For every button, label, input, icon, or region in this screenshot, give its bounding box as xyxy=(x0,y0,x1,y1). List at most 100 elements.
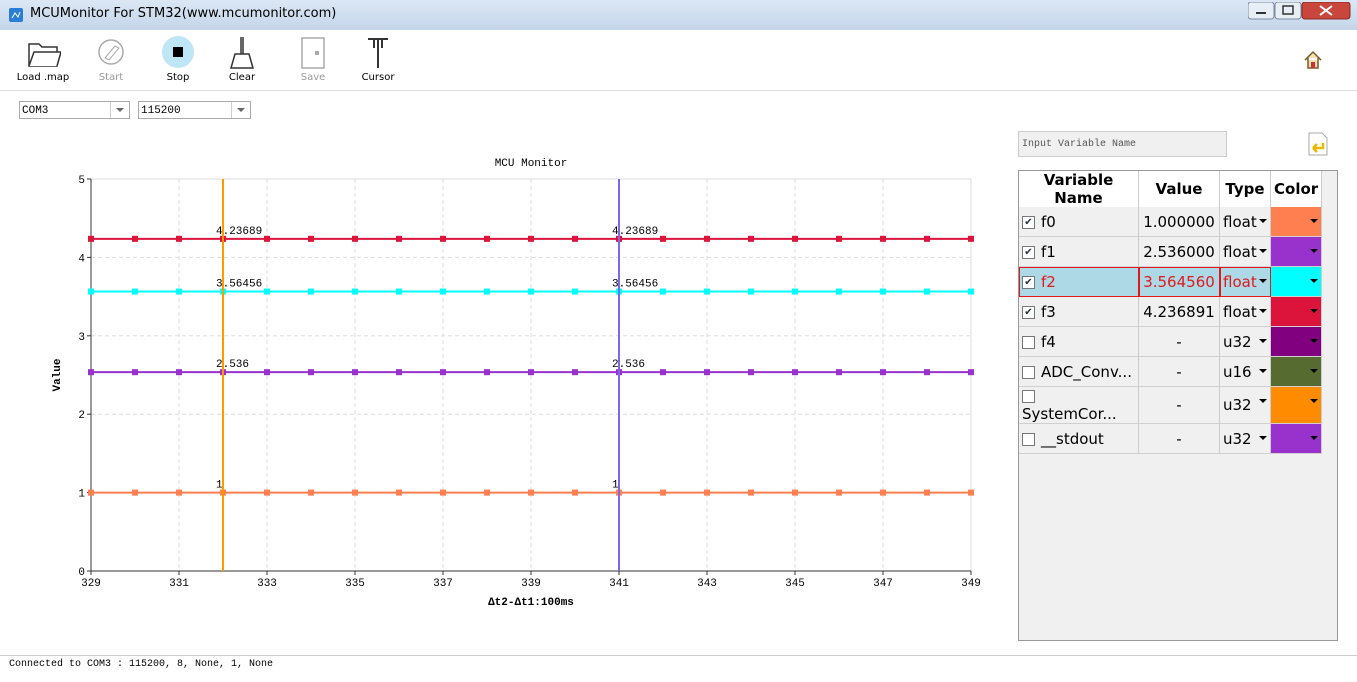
data-point xyxy=(396,288,402,295)
checkbox[interactable] xyxy=(1022,335,1035,349)
data-point xyxy=(748,288,754,295)
type-cell[interactable]: u16 xyxy=(1219,356,1271,387)
column-header: Color xyxy=(1270,171,1323,207)
type-cell[interactable]: u32 xyxy=(1219,326,1271,357)
variable-row[interactable]: ✔ f2 3.564560 float xyxy=(1019,266,1323,297)
name-cell: ✔ f1 xyxy=(1019,236,1139,267)
variable-row[interactable]: ✔ f1 2.536000 float xyxy=(1019,236,1323,267)
variable-name: f0 xyxy=(1041,212,1056,231)
port-combo[interactable]: COM3 xyxy=(19,101,130,119)
x-tick-label: 347 xyxy=(873,578,893,590)
data-point xyxy=(748,489,754,496)
color-cell[interactable] xyxy=(1270,296,1323,327)
data-point xyxy=(792,489,798,496)
y-tick-label: 0 xyxy=(78,567,85,579)
variable-name: f1 xyxy=(1041,242,1056,261)
data-point xyxy=(880,489,886,496)
x-tick-label: 341 xyxy=(609,578,629,590)
name-cell: ✔ f3 xyxy=(1019,296,1139,327)
variable-row[interactable]: ADC_Conv... - u16 xyxy=(1019,356,1323,387)
window-controls[interactable] xyxy=(1248,2,1352,20)
color-cell[interactable] xyxy=(1270,207,1323,237)
toolbar-button[interactable]: Start xyxy=(81,30,141,83)
button-icon xyxy=(230,37,254,69)
color-cell[interactable] xyxy=(1270,386,1323,424)
cursor-value-label: 2.536 xyxy=(612,359,645,371)
data-point xyxy=(836,288,842,295)
status-bar: Connected to COM3 : 115200, 8, None, 1, … xyxy=(0,655,1357,677)
baud-combo[interactable]: 115200 xyxy=(138,101,251,119)
checkbox[interactable]: ✔ xyxy=(1022,245,1035,259)
color-cell[interactable] xyxy=(1270,326,1323,357)
type-cell[interactable]: float xyxy=(1219,296,1271,327)
data-point xyxy=(440,489,446,496)
data-point xyxy=(484,489,490,496)
value-cell: 3.564560 xyxy=(1138,266,1220,297)
name-cell: ✔ f0 xyxy=(1019,207,1139,237)
data-point xyxy=(132,288,138,295)
y-tick-label: 1 xyxy=(78,489,85,501)
home-button[interactable] xyxy=(1303,50,1323,70)
search-input[interactable]: Input Variable Name xyxy=(1018,131,1227,157)
baud-value: 115200 xyxy=(141,105,181,117)
checkbox[interactable] xyxy=(1022,432,1035,446)
data-point xyxy=(88,489,94,496)
variable-table: Variable Name Value Type Color ✔ f0 1.000000 fl… xyxy=(1019,171,1323,454)
x-tick-label: 331 xyxy=(169,578,189,590)
type-cell[interactable]: float xyxy=(1219,236,1271,267)
type-cell[interactable]: float xyxy=(1219,266,1271,297)
data-point xyxy=(132,235,138,242)
variable-row[interactable]: f4 - u32 xyxy=(1019,326,1323,357)
column-header: Variable Name xyxy=(1019,171,1139,207)
toolbar-button[interactable]: Save xyxy=(283,30,343,83)
color-cell[interactable] xyxy=(1270,266,1323,297)
data-point xyxy=(396,489,402,496)
x-tick-label: 349 xyxy=(961,578,981,590)
button-icon xyxy=(368,38,388,68)
name-cell: f4 xyxy=(1019,326,1139,357)
button-icon xyxy=(301,37,325,69)
data-point xyxy=(308,235,314,242)
variable-row[interactable]: ✔ f0 1.000000 float xyxy=(1019,207,1323,237)
type-cell[interactable]: u32 xyxy=(1219,423,1271,454)
toolbar-button[interactable]: Load .map xyxy=(13,30,73,83)
data-point xyxy=(572,288,578,295)
type-cell[interactable]: u32 xyxy=(1219,386,1271,424)
data-point xyxy=(836,369,842,376)
variable-row[interactable]: __stdout - u32 xyxy=(1019,423,1323,454)
add-variable-button[interactable] xyxy=(1305,131,1331,157)
variable-row[interactable]: ✔ f3 4.236891 float xyxy=(1019,296,1323,327)
y-tick-label: 5 xyxy=(78,175,85,187)
value-cell: 4.236891 xyxy=(1138,296,1220,327)
data-point xyxy=(968,489,974,496)
color-cell[interactable] xyxy=(1270,356,1323,387)
color-cell[interactable] xyxy=(1270,423,1323,454)
checkbox[interactable]: ✔ xyxy=(1022,305,1035,319)
cursor-value-label: 2.536 xyxy=(216,359,249,371)
type-cell[interactable]: float xyxy=(1219,207,1271,237)
toolbar-button[interactable]: Stop xyxy=(148,30,208,83)
value-cell: - xyxy=(1138,386,1220,424)
data-point xyxy=(484,235,490,242)
checkbox[interactable] xyxy=(1022,390,1035,403)
variable-name: f3 xyxy=(1041,302,1056,321)
variable-row[interactable]: SystemCor... - u32 xyxy=(1019,386,1323,424)
data-point xyxy=(308,489,314,496)
checkbox[interactable]: ✔ xyxy=(1022,215,1035,229)
checkbox[interactable] xyxy=(1022,365,1035,379)
x-tick-label: 333 xyxy=(257,578,277,590)
data-point xyxy=(396,369,402,376)
variable-panel: Variable Name Value Type Color ✔ f0 1.000000 fl… xyxy=(1018,170,1338,641)
toolbar-button[interactable]: Cursor xyxy=(348,30,408,83)
column-header: Value xyxy=(1138,171,1220,207)
data-point xyxy=(572,369,578,376)
data-point xyxy=(836,235,842,242)
y-tick-label: 3 xyxy=(78,332,85,344)
data-point xyxy=(924,288,930,295)
color-cell[interactable] xyxy=(1270,236,1323,267)
checkbox[interactable]: ✔ xyxy=(1022,275,1035,289)
data-point xyxy=(792,369,798,376)
x-tick-label: 337 xyxy=(433,578,453,590)
toolbar-button[interactable]: Clear xyxy=(212,30,272,83)
